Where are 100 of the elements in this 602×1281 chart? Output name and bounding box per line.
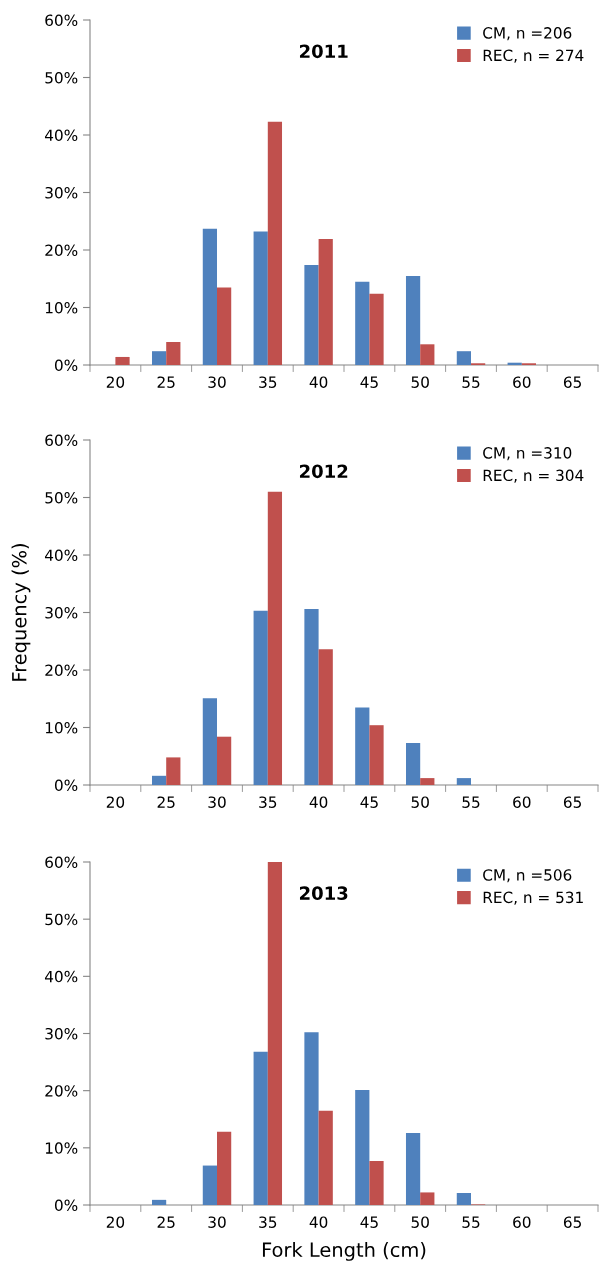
x-tick-label: 35 [259, 1216, 277, 1228]
bar [115, 356, 130, 365]
bar [166, 757, 181, 785]
y-tick-label: 20% [45, 664, 78, 677]
legend-label: CM, n =310 [483, 447, 572, 461]
x-tick-label: 40 [309, 1216, 328, 1228]
bar [151, 351, 167, 365]
bar [318, 1110, 333, 1205]
y-tick-label: 60% [45, 14, 78, 27]
y-tick-label: 10% [45, 721, 78, 734]
x-axis-title: Fork Length (cm) [262, 1242, 426, 1261]
x-tick-label: 55 [462, 1216, 480, 1228]
legend-label: REC, n = 304 [483, 469, 584, 483]
bar [355, 707, 370, 785]
y-tick-label: 30% [45, 186, 78, 199]
bar [267, 862, 283, 1205]
x-tick-label: 65 [563, 796, 581, 808]
x-tick-label: 25 [157, 796, 175, 808]
y-tick-label: 50% [45, 913, 78, 926]
bar [253, 1051, 268, 1205]
y-tick-label: 50% [45, 491, 78, 504]
legend-label: CM, n =206 [483, 27, 572, 41]
y-tick-label: 10% [45, 301, 78, 314]
bar [202, 698, 217, 785]
y-tick-label: 20% [45, 244, 78, 257]
legend-label: REC, n = 531 [483, 891, 583, 905]
y-tick-label: 10% [45, 1142, 78, 1154]
y-tick-label: 20% [45, 1085, 78, 1097]
x-tick-label: 25 [157, 376, 175, 388]
bar [456, 351, 471, 365]
x-tick-label: 50 [411, 1216, 429, 1228]
y-tick-label: 50% [45, 71, 78, 84]
x-tick-label: 25 [157, 1216, 175, 1228]
bar [253, 231, 268, 365]
y-axis-title: Frequency (%) [11, 544, 31, 681]
x-tick-label: 20 [106, 376, 125, 388]
x-tick-label: 50 [411, 796, 429, 808]
legend-label: REC, n = 274 [483, 49, 584, 63]
x-tick-label: 55 [462, 796, 480, 808]
bar [304, 1032, 319, 1205]
bar [166, 342, 181, 365]
bar [355, 281, 370, 365]
bar [355, 1090, 370, 1205]
bar [217, 736, 232, 785]
bar [405, 1132, 421, 1205]
x-tick-label: 50 [411, 376, 429, 388]
x-tick-label: 45 [360, 376, 378, 388]
x-tick-label: 40 [309, 796, 328, 808]
text: 2013 [299, 886, 348, 900]
bar [151, 1199, 167, 1205]
bar [267, 121, 283, 365]
y-tick-label: 0% [54, 779, 78, 792]
x-tick-label: 30 [208, 796, 226, 808]
bar [369, 1160, 384, 1205]
y-tick-label: 60% [45, 856, 78, 869]
bar [304, 609, 319, 785]
x-tick-label: 30 [208, 376, 226, 388]
text: 2011 [299, 44, 348, 59]
bar [420, 1192, 435, 1205]
x-tick-label: 20 [106, 1216, 125, 1228]
bar [456, 778, 471, 785]
bar [217, 1131, 232, 1205]
y-tick-label: 40% [44, 970, 78, 983]
bar [405, 743, 421, 785]
x-tick-label: 40 [309, 376, 328, 388]
x-tick-label: 60 [513, 376, 531, 388]
x-tick-label: 35 [259, 376, 277, 388]
legend-label: CM, n =506 [483, 869, 572, 883]
bar [304, 264, 319, 365]
bar [151, 775, 167, 785]
bar [456, 1192, 471, 1205]
text: 2012 [299, 464, 348, 479]
x-tick-label: 45 [360, 1216, 378, 1228]
y-tick-label: 40% [44, 549, 78, 562]
x-tick-label: 35 [259, 796, 277, 808]
y-tick-label: 30% [45, 606, 78, 619]
bar [202, 1165, 217, 1205]
bar [318, 239, 333, 365]
bar [405, 275, 421, 365]
x-tick-label: 30 [208, 1216, 226, 1228]
x-tick-label: 65 [563, 1216, 581, 1228]
y-tick-label: 40% [44, 129, 78, 142]
x-tick-label: 60 [513, 796, 531, 808]
bar [202, 228, 217, 365]
y-tick-label: 0% [54, 359, 78, 372]
x-tick-label: 65 [563, 376, 581, 388]
bar [253, 610, 268, 785]
x-tick-label: 45 [360, 796, 378, 808]
y-tick-label: 0% [54, 1199, 78, 1212]
bar [420, 778, 435, 785]
x-tick-label: 55 [462, 376, 480, 388]
bar [369, 293, 384, 365]
bar [369, 725, 384, 785]
bar [420, 344, 435, 365]
bar [217, 287, 232, 365]
bar [318, 649, 333, 785]
bar [267, 491, 283, 785]
y-tick-label: 30% [45, 1027, 78, 1040]
x-tick-label: 20 [106, 796, 125, 808]
y-tick-label: 60% [45, 434, 78, 447]
